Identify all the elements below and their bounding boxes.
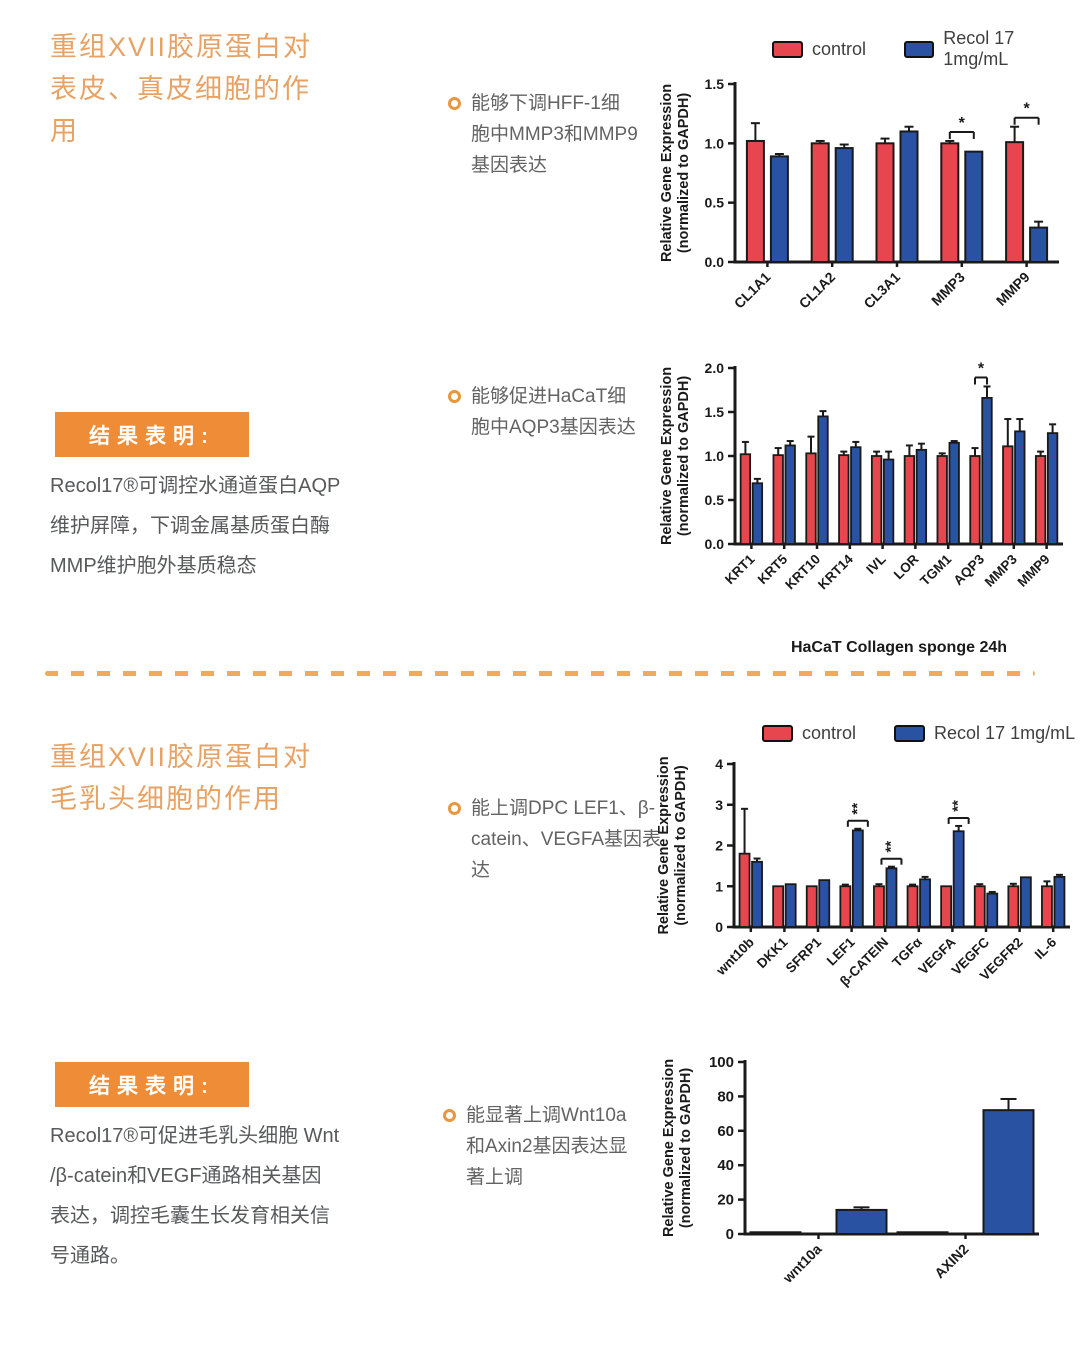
svg-text:Relative Gene Expression(norma: Relative Gene Expression(normalized to G… [661, 1059, 694, 1237]
legend-control-item: control [762, 723, 856, 744]
recol-swatch-icon [904, 40, 935, 58]
legend-recol-label: Recol 17 1mg/mL [934, 723, 1076, 743]
svg-text:HaCaT Collagen sponge 24h: HaCaT Collagen sponge 24h [791, 639, 1007, 656]
svg-text:40: 40 [717, 1157, 734, 1174]
svg-text:KRT1: KRT1 [722, 551, 758, 587]
recol-swatch-icon [894, 725, 926, 742]
svg-text:3: 3 [715, 797, 723, 813]
section1-result-text: Recol17®可调控水通道蛋白AQP 维护屏障，下调金属基质蛋白酶 MMP维护… [50, 475, 341, 577]
svg-text:80: 80 [717, 1088, 734, 1105]
control-swatch-icon [772, 40, 803, 58]
svg-text:AXIN2: AXIN2 [931, 1241, 972, 1282]
svg-text:0.5: 0.5 [705, 492, 725, 508]
svg-text:0: 0 [726, 1226, 734, 1243]
svg-text:0.5: 0.5 [705, 195, 725, 211]
svg-text:0.0: 0.0 [705, 254, 725, 270]
legend-control-item: control [772, 39, 866, 60]
svg-text:**: ** [950, 800, 967, 812]
dashed-divider [45, 671, 1035, 676]
control-swatch-icon [762, 725, 793, 742]
svg-text:IVL: IVL [863, 552, 888, 577]
svg-text:1.5: 1.5 [705, 76, 725, 92]
svg-text:MMP3: MMP3 [928, 269, 968, 309]
chart-wnt10a-axin2-expression: 0 20 40 60 80 100 Relative Gene Expression(nor… [661, 1054, 1039, 1287]
svg-text:2.0: 2.0 [705, 360, 725, 376]
svg-text:CL1A2: CL1A2 [796, 269, 839, 312]
svg-text:*: * [1023, 101, 1030, 118]
svg-text:1.0: 1.0 [705, 448, 725, 464]
section1-title: 重组XVII胶原蛋白对 表皮、真皮细胞的作 用 [50, 32, 313, 146]
svg-text:wnt10a: wnt10a [779, 1241, 825, 1287]
svg-text:1.0: 1.0 [705, 135, 725, 151]
svg-text:CL3A1: CL3A1 [860, 269, 903, 312]
chart-hacat-gene-expression: 0.0 0.5 1.0 1.5 2.0 Relative Gene Expression(… [659, 360, 1063, 656]
legend-control-label: control [812, 38, 867, 59]
bullet-hff1-mmp: 能够下调HFF-1细 胞中MMP3和MMP9 基因表达 [448, 88, 663, 181]
section2-result-badge: 结果表明: [55, 1062, 249, 1107]
svg-text:4: 4 [715, 756, 723, 772]
svg-text:*: * [978, 360, 985, 377]
bullet-wnt10a-axin2: 能显著上调Wnt10a 和Axin2基因表达显 著上调 [443, 1100, 665, 1193]
section2-title: 重组XVII胶原蛋白对 毛乳头细胞的作用 [50, 742, 313, 814]
svg-text:KRT10: KRT10 [782, 552, 823, 593]
legend-recol-item: Recol 17 1mg/mL [894, 723, 1075, 744]
svg-text:**: ** [882, 841, 899, 853]
svg-text:KRT14: KRT14 [815, 551, 856, 592]
svg-text:Relative Gene Expression(norma: Relative Gene Expression(normalized to G… [659, 84, 692, 262]
svg-text:1.5: 1.5 [705, 404, 725, 420]
bullet-dot-icon [448, 97, 461, 110]
svg-text:MMP9: MMP9 [1015, 552, 1053, 590]
bullet-text: 能够下调HFF-1细 胞中MMP3和MMP9 基因表达 [471, 93, 638, 176]
svg-text:CL1A1: CL1A1 [731, 269, 774, 312]
svg-text:100: 100 [709, 1054, 734, 1071]
svg-text:wnt10b: wnt10b [713, 935, 757, 979]
svg-text:SFRP1: SFRP1 [783, 934, 825, 976]
svg-text:Relative Gene Expression(norma: Relative Gene Expression(normalized to G… [659, 367, 692, 545]
svg-text:*: * [959, 115, 966, 132]
legend-recol-item: Recol 17 1mg/mL [904, 28, 1080, 70]
legend-recol-label: Recol 17 1mg/mL [943, 28, 1015, 69]
legend-1: control Recol 17 1mg/mL [772, 28, 1080, 70]
svg-text:0.0: 0.0 [705, 536, 725, 552]
chart-hff1-gene-expression: 0.0 0.5 1.0 1.5 Relative Gene Expression(nor… [659, 76, 1059, 312]
svg-text:20: 20 [717, 1192, 734, 1209]
svg-text:**: ** [849, 803, 866, 815]
svg-text:Relative Gene Expression(norma: Relative Gene Expression(normalized to G… [656, 756, 689, 934]
bullet-text: 能上调DPC LEF1、β- catein、VEGFA基因表达 [471, 798, 662, 881]
legend-2: control Recol 17 1mg/mL [762, 723, 1075, 744]
svg-text:TGM1: TGM1 [917, 551, 954, 588]
svg-text:60: 60 [717, 1123, 734, 1140]
svg-text:0: 0 [715, 919, 723, 935]
section2-result-text: Recol17®可促进毛乳头细胞 Wnt /β-catein和VEGF通路相关基… [50, 1125, 340, 1267]
svg-text:IL-6: IL-6 [1032, 934, 1060, 962]
legend-control-label: control [802, 723, 857, 743]
svg-text:AQP3: AQP3 [951, 551, 988, 588]
bullet-dot-icon [448, 802, 461, 815]
chart-dpc-gene-expression: 0 1 2 3 4 Relative Gene Expression(normalized… [656, 756, 1070, 989]
svg-text:2: 2 [715, 838, 723, 854]
bullet-text: 能够促进HaCaT细 胞中AQP3基因表达 [471, 386, 636, 438]
bullet-dot-icon [443, 1109, 456, 1122]
svg-text:MMP3: MMP3 [982, 551, 1021, 590]
bullet-text: 能显著上调Wnt10a 和Axin2基因表达显 著上调 [466, 1105, 628, 1188]
bullet-dpc-genes: 能上调DPC LEF1、β- catein、VEGFA基因表达 [448, 793, 680, 886]
section1-result-badge: 结果表明: [55, 412, 249, 457]
svg-text:MMP9: MMP9 [993, 269, 1033, 309]
bullet-hacat-aqp3: 能够促进HaCaT细 胞中AQP3基因表达 [448, 381, 663, 443]
svg-text:1: 1 [715, 878, 723, 894]
bullet-dot-icon [448, 390, 461, 403]
